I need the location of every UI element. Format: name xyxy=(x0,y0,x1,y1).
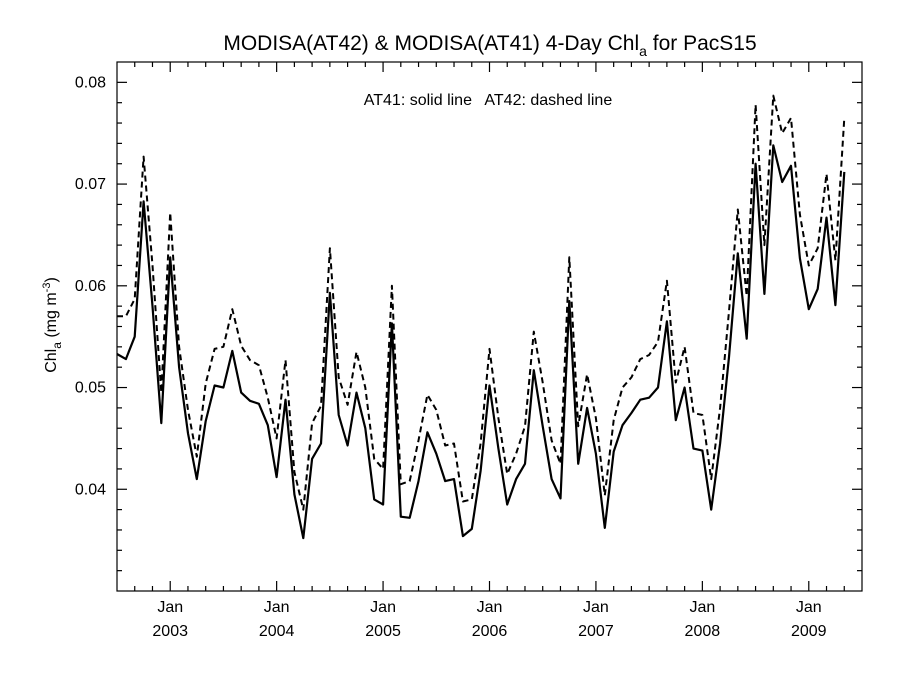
y-tick-label: 0.05 xyxy=(75,380,106,397)
x-tick-label-year: 2007 xyxy=(578,623,614,640)
x-tick-label-month: Jan xyxy=(157,599,183,616)
y-tick-label: 0.06 xyxy=(75,278,106,295)
legend-annotation: AT41: solid line AT42: dashed line xyxy=(364,92,613,109)
x-tick-label-month: Jan xyxy=(477,599,503,616)
y-axis-label: Chla (mg m-3) xyxy=(41,277,64,373)
plot-area: Jan 2003 Jan 2004 Jan 2005 Jan 2006 Jan 2007 Jan 20… xyxy=(75,61,863,640)
x-tick-label-year: 2004 xyxy=(259,623,295,640)
chart-title: MODISA(AT42) & MODISA(AT41) 4-Day Chla f… xyxy=(223,32,756,59)
x-tick-label-year: 2003 xyxy=(152,623,188,640)
series-line-solid xyxy=(116,144,846,540)
y-tick-label: 0.08 xyxy=(75,74,106,91)
x-tick-label-year: 2008 xyxy=(685,623,721,640)
y-tick-label: 0.04 xyxy=(75,481,106,498)
x-tick-label-month: Jan xyxy=(370,599,396,616)
x-tick-label-month: Jan xyxy=(264,599,290,616)
x-tick-label-year: 2006 xyxy=(472,623,508,640)
x-tick-label-year: 2005 xyxy=(365,623,401,640)
x-tick-label-year: 2009 xyxy=(791,623,827,640)
x-tick-label-month: Jan xyxy=(583,599,609,616)
series-line-dashed xyxy=(117,94,846,511)
y-tick-label: 0.07 xyxy=(75,176,106,193)
x-tick-label-month: Jan xyxy=(796,599,822,616)
x-tick-label-month: Jan xyxy=(689,599,715,616)
